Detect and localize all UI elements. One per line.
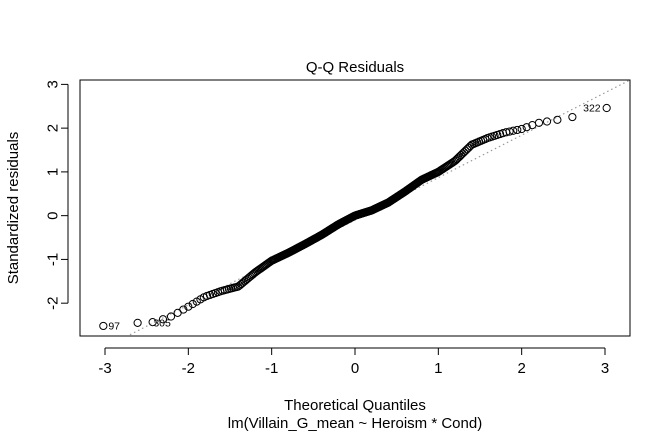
y-tick-label: -1 xyxy=(45,253,62,266)
qq-point xyxy=(99,321,108,331)
qq-point xyxy=(166,312,176,321)
qq-point xyxy=(184,302,193,311)
x-axis-label: Theoretical Quantiles xyxy=(284,397,426,414)
qq-point xyxy=(534,118,544,127)
x-tick-label: -2 xyxy=(182,360,195,377)
x-axis: -3 -2 -1 0 1 2 3 xyxy=(98,347,609,377)
y-tick-label: -2 xyxy=(45,297,62,310)
qq-point xyxy=(455,152,464,161)
qq-point xyxy=(456,150,466,160)
point-labels-layer: 322 97 305 xyxy=(108,103,600,333)
point-label-322: 322 xyxy=(583,103,601,115)
qq-point xyxy=(454,153,463,162)
x-tick-label: -3 xyxy=(98,360,111,377)
points-layer xyxy=(99,103,611,331)
x-tick-label: 2 xyxy=(517,360,525,377)
y-tick-label: 1 xyxy=(45,168,62,176)
qq-point xyxy=(568,112,577,122)
y-tick-label: 2 xyxy=(45,124,62,132)
point-label-305: 305 xyxy=(153,317,171,329)
x-tick-label: 0 xyxy=(351,360,359,377)
qq-point xyxy=(505,127,514,136)
chart-subtitle: lm(Villain_G_mean ~ Heroism * Cond) xyxy=(228,415,482,432)
qq-point xyxy=(188,299,197,309)
qq-point xyxy=(553,115,562,124)
qq-point xyxy=(522,123,531,132)
qq-point xyxy=(148,318,157,327)
x-tick-label: -1 xyxy=(265,360,278,377)
qq-point xyxy=(517,124,526,134)
qq-point xyxy=(179,305,188,314)
plot-area-frame xyxy=(79,79,631,337)
qq-point xyxy=(133,318,142,327)
qq-point xyxy=(459,148,469,157)
point-label-97: 97 xyxy=(108,320,120,332)
chart-title: Q-Q Residuals xyxy=(306,59,404,76)
x-tick-label: 1 xyxy=(434,360,442,377)
qq-point xyxy=(602,103,611,113)
y-axis-label: Standardized residuals xyxy=(5,132,22,285)
qq-point xyxy=(158,315,168,324)
x-tick-label: 3 xyxy=(601,360,609,377)
qq-point xyxy=(542,117,552,126)
y-axis: -2 -1 0 1 2 3 xyxy=(45,80,69,310)
y-tick-label: 3 xyxy=(45,80,62,88)
qq-point xyxy=(513,125,522,135)
qq-point xyxy=(458,149,467,158)
qq-point xyxy=(509,126,518,135)
y-tick-label: 0 xyxy=(45,211,62,219)
